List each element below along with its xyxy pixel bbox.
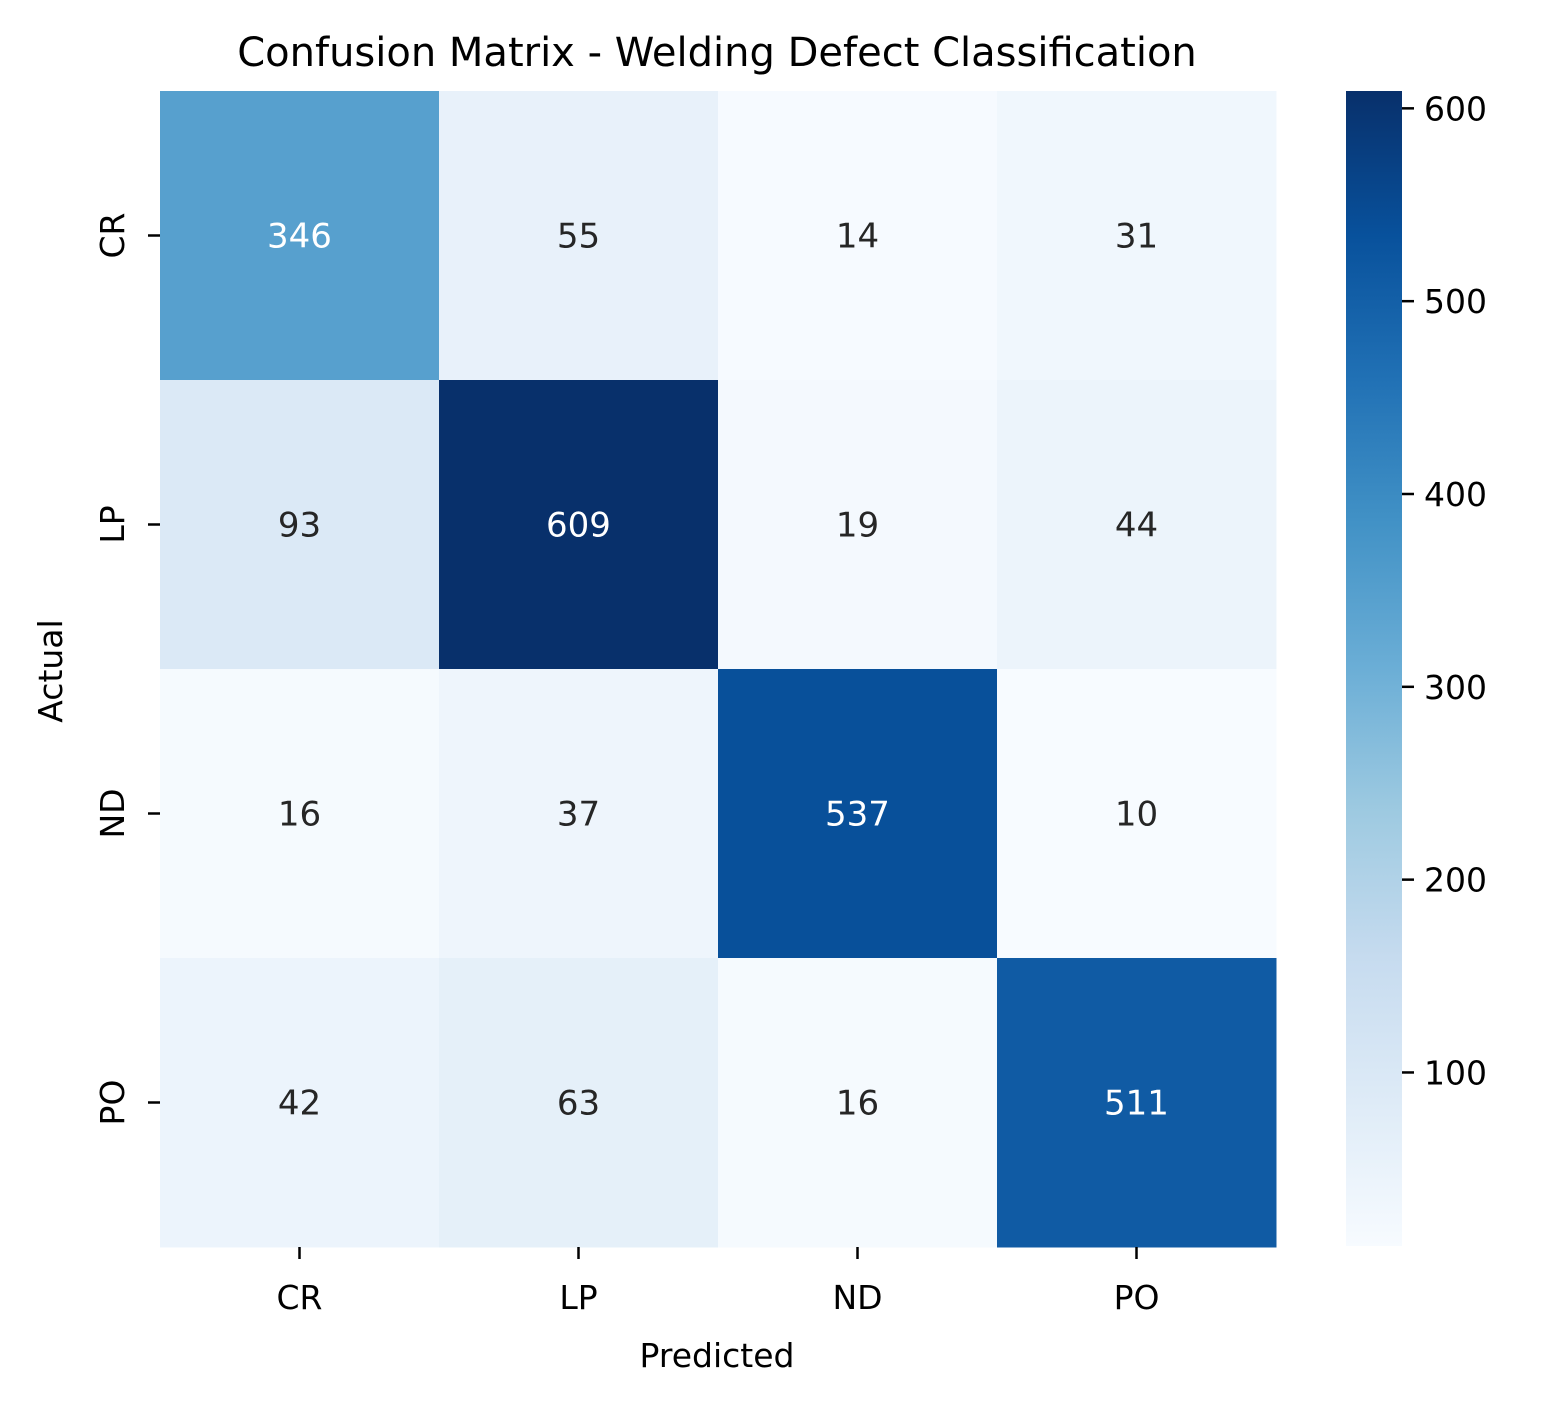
y-tick-label: ND [93, 788, 132, 838]
heatmap-cell [997, 669, 1277, 959]
colorbar-tick-label: 300 [1424, 668, 1487, 707]
heatmap-cell [997, 958, 1277, 1248]
colorbar-tick-label: 200 [1424, 861, 1487, 900]
cell-value-label: 31 [1115, 217, 1158, 257]
cell-value-label: 10 [1115, 795, 1158, 835]
y-tick-label: CR [93, 213, 132, 259]
chart-title: Confusion Matrix - Welding Defect Classi… [237, 30, 1197, 76]
cell-value-label: 93 [278, 506, 321, 546]
heatmap-cell [160, 380, 440, 670]
heatmap-cell [718, 669, 998, 959]
cell-value-label: 511 [1104, 1084, 1169, 1124]
cell-value-label: 19 [836, 506, 879, 546]
colorbar: 100 200 300 400 500 600 [1346, 89, 1487, 1246]
cell-value-label: 537 [825, 795, 890, 835]
heatmap-cell [439, 958, 719, 1248]
heatmap-cell [439, 669, 719, 959]
cell-value-label: 42 [278, 1084, 321, 1124]
y-axis-label: Actual [31, 619, 70, 722]
cell-value-label: 37 [557, 795, 600, 835]
cell-value-label: 346 [267, 217, 332, 257]
x-tick-label: LP [559, 1278, 597, 1317]
x-tick-label: CR [277, 1278, 323, 1317]
colorbar-tick-label: 100 [1424, 1053, 1487, 1092]
cell-value-label: 16 [836, 1084, 879, 1124]
cell-value-label: 14 [836, 217, 879, 257]
heatmap-cell [160, 91, 440, 381]
cell-value-label: 55 [557, 217, 600, 257]
cell-annotations: 346 55 14 31 93 609 19 44 16 37 537 10 42 63 16 511 [267, 217, 1169, 1124]
heatmap-cell [718, 91, 998, 381]
x-axis-ticks: CR LP ND PO [277, 1247, 1160, 1317]
heatmap-cell [718, 380, 998, 670]
heatmap-cell [997, 380, 1277, 670]
y-tick-label: LP [93, 505, 132, 543]
heatmap-cells [160, 91, 1277, 1248]
cell-value-label: 63 [557, 1084, 600, 1124]
y-axis-ticks: CR LP ND PO [93, 213, 160, 1126]
colorbar-gradient [1346, 91, 1402, 1246]
heatmap-cell [160, 669, 440, 959]
x-axis-label: Predicted [640, 1336, 795, 1375]
heatmap-cell [439, 91, 719, 381]
heatmap-cell [997, 91, 1277, 381]
heatmap-cell [439, 380, 719, 670]
y-tick-label: PO [93, 1080, 132, 1126]
colorbar-tick-label: 500 [1424, 282, 1487, 321]
colorbar-tick-label: 400 [1424, 475, 1487, 514]
cell-value-label: 44 [1115, 506, 1158, 546]
x-tick-label: PO [1114, 1278, 1160, 1317]
heatmap-cell [718, 958, 998, 1248]
cell-value-label: 609 [546, 506, 611, 546]
colorbar-tick-label: 600 [1424, 89, 1487, 128]
heatmap-cell [160, 958, 440, 1248]
cell-value-label: 16 [278, 795, 321, 835]
x-tick-label: ND [832, 1278, 882, 1317]
